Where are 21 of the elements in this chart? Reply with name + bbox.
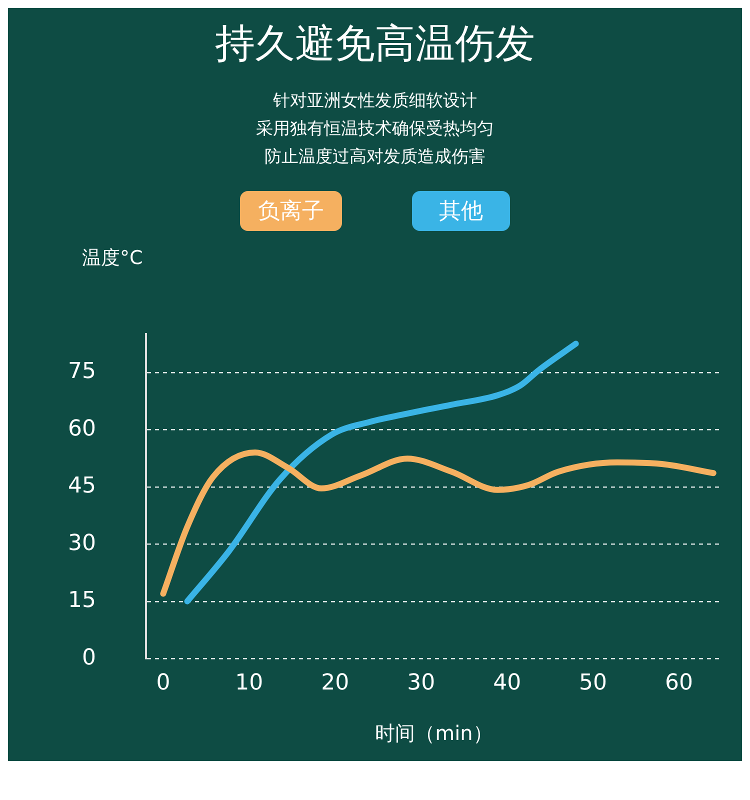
- text: 负离子: [240, 191, 342, 231]
- x-tick-label: 50: [579, 670, 608, 696]
- x-tick-label: 0: [156, 670, 170, 696]
- x-axis-title: 时间（min）: [375, 721, 493, 746]
- text: 防止温度过高对发质造成伤害: [264, 146, 486, 169]
- x-tick-label: 40: [493, 670, 522, 696]
- x-tick-label: 60: [665, 670, 694, 696]
- y-tick-label: 75: [68, 359, 96, 384]
- chart-title: 持久避免高温伤发: [214, 20, 536, 69]
- y-tick-label: 15: [68, 588, 96, 614]
- x-tick-label: 10: [235, 670, 264, 696]
- chart-subtitle: 针对亚洲女性发质细软设计: [272, 90, 478, 113]
- y-tick-label: 0: [82, 645, 96, 670]
- y-tick-label: 60: [68, 416, 96, 442]
- x-tick-label: 30: [407, 670, 436, 696]
- x-tick-label: 20: [321, 670, 350, 696]
- y-axis-title: 温度°C: [82, 246, 144, 271]
- y-tick-label: 45: [68, 474, 96, 499]
- text: 采用独有恒温技术确保受热均匀: [255, 118, 495, 141]
- y-tick-label: 30: [68, 530, 96, 556]
- text: 其他: [412, 191, 510, 231]
